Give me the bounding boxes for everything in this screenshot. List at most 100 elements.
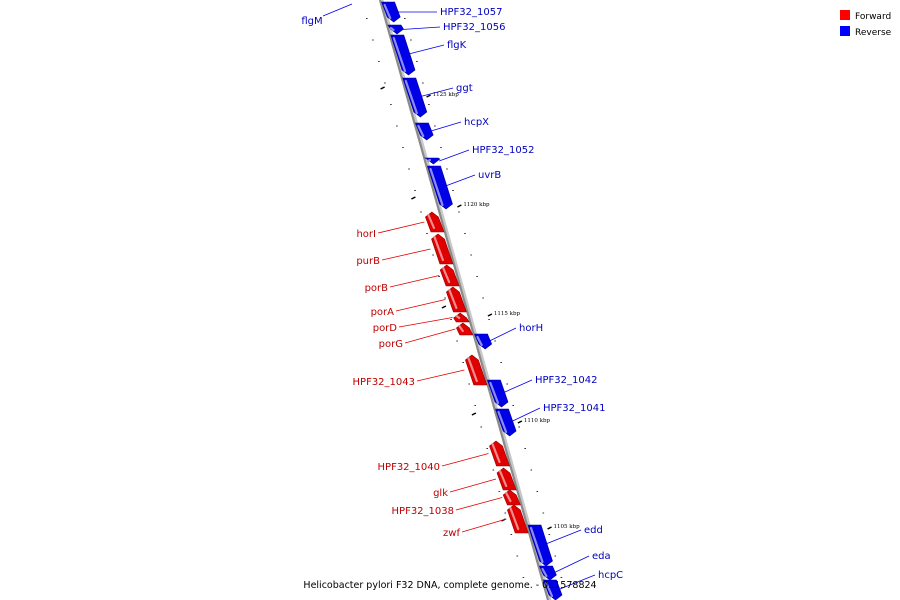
leader-line xyxy=(416,87,454,98)
gene-label-ggt[interactable]: ggt xyxy=(416,83,473,98)
gene-labels: flgM HPF32_1057 HPF32_1056 flgK ggt hcpX HPF32… xyxy=(301,3,623,591)
gene-HPF32_1042[interactable] xyxy=(486,379,509,408)
scale-dot xyxy=(476,276,478,277)
gene-HPF32_1040[interactable] xyxy=(489,440,510,467)
scale-dot xyxy=(500,362,502,363)
scale-dot xyxy=(440,147,442,148)
gene-highlight xyxy=(458,324,464,333)
gene-label-porA[interactable]: porA xyxy=(371,299,446,319)
gene-label-edd[interactable]: edd xyxy=(541,525,603,546)
gene-label-HPF32_1041[interactable]: HPF32_1041 xyxy=(509,403,606,423)
gene-highlight xyxy=(448,288,458,310)
gene-highlight xyxy=(541,567,548,578)
scale-dot xyxy=(404,18,406,19)
gene-label-HPF32_1040[interactable]: HPF32_1040 xyxy=(378,453,489,474)
gene-name: hcpX xyxy=(464,117,489,128)
gene-name: hcpC xyxy=(598,570,623,581)
scale-dot xyxy=(512,405,514,406)
gene-ggt[interactable] xyxy=(402,77,428,118)
scale-dot xyxy=(452,190,454,191)
gene-edd[interactable] xyxy=(527,524,553,567)
gene-label-porG[interactable]: porG xyxy=(379,328,456,350)
gene-highlight xyxy=(433,235,444,262)
gene-label-HPF32_1056[interactable]: HPF32_1056 xyxy=(401,22,505,33)
gene-label-purB[interactable]: purB xyxy=(356,248,431,267)
scale-dot xyxy=(390,104,392,105)
gene-label-hcpC[interactable]: hcpC xyxy=(557,570,623,591)
gene-label-porD[interactable]: porD xyxy=(373,317,453,335)
gene-HPF32_1043[interactable] xyxy=(465,354,488,386)
gene-label-glk[interactable]: glk xyxy=(433,478,497,499)
leader-line xyxy=(441,174,476,188)
gene-label-HPF32_1038[interactable]: HPF32_1038 xyxy=(392,497,503,518)
scale-dot xyxy=(450,319,452,320)
gene-label-flgM[interactable]: flgM xyxy=(301,3,353,27)
gene-label-horI[interactable]: horI xyxy=(356,221,425,240)
scale-dot xyxy=(548,534,551,535)
gene-name: horH xyxy=(519,323,543,334)
leader-line xyxy=(429,121,462,132)
gene-porA[interactable] xyxy=(446,286,467,313)
gene-horI[interactable] xyxy=(425,211,445,233)
gene-highlight xyxy=(383,3,392,20)
gene-name: uvrB xyxy=(478,170,501,181)
legend-reverse-swatch xyxy=(840,26,850,36)
leader-line xyxy=(509,407,541,423)
gene-porD[interactable] xyxy=(453,312,470,323)
gene-purB[interactable] xyxy=(431,233,454,265)
scale-dot xyxy=(420,211,422,213)
gene-horH[interactable] xyxy=(474,333,493,350)
gene-label-HPF32_1052[interactable]: HPF32_1052 xyxy=(439,145,534,162)
leader-line xyxy=(381,248,431,261)
gene-label-eda[interactable]: eda xyxy=(553,551,611,574)
gene-zwf[interactable] xyxy=(507,504,529,534)
gene-eda[interactable] xyxy=(539,565,557,581)
gene-label-HPF32_1043[interactable]: HPF32_1043 xyxy=(353,369,465,388)
gene-HPF32_1038[interactable] xyxy=(502,489,521,506)
gene-hcpX[interactable] xyxy=(414,122,434,141)
gene-hcpC[interactable] xyxy=(542,579,563,600)
scale-dot xyxy=(516,555,519,557)
gene-name: HPF32_1057 xyxy=(440,7,502,18)
gene-highlight xyxy=(505,491,512,503)
gene-highlight xyxy=(529,526,544,564)
scale-dot xyxy=(422,82,424,84)
gene-label-horH[interactable]: horH xyxy=(488,323,544,342)
major-tick-left xyxy=(441,305,447,309)
scale-dot xyxy=(396,125,398,127)
leader-line xyxy=(377,221,425,234)
leader-line xyxy=(404,328,456,344)
scale-dot xyxy=(408,168,410,170)
scale-dot xyxy=(428,104,430,105)
gene-name: porA xyxy=(371,307,395,318)
gene-name: HPF32_1043 xyxy=(353,377,415,388)
tick-label: 1115 kbp xyxy=(494,311,521,317)
gene-flgK[interactable] xyxy=(390,34,416,76)
leader-line xyxy=(404,44,445,56)
gene-porG[interactable] xyxy=(456,322,474,336)
gene-HPF32_1052[interactable] xyxy=(424,157,441,165)
gene-label-HPF32_1042[interactable]: HPF32_1042 xyxy=(501,375,597,394)
scale-dots xyxy=(366,18,563,578)
gene-label-zwf[interactable]: zwf xyxy=(443,518,507,539)
scale-dot xyxy=(384,82,386,84)
gene-label-hcpX[interactable]: hcpX xyxy=(429,117,489,132)
scale-dot xyxy=(378,61,380,62)
gene-HPF32_1056[interactable] xyxy=(387,24,404,35)
gene-label-HPF32_1057[interactable]: HPF32_1057 xyxy=(395,7,503,18)
gene-HPF32_1041[interactable] xyxy=(495,408,517,437)
scale-dot xyxy=(470,254,472,256)
scale-dot xyxy=(456,340,458,342)
gene-label-flgK[interactable]: flgK xyxy=(404,40,467,56)
gene-label-porB[interactable]: porB xyxy=(365,275,440,295)
gene-name: porB xyxy=(365,283,389,294)
gene-uvrB[interactable] xyxy=(427,165,453,210)
gene-porB[interactable] xyxy=(439,264,460,287)
scale-dot xyxy=(492,469,495,471)
scale-dot xyxy=(416,61,418,62)
gene-label-uvrB[interactable]: uvrB xyxy=(441,170,502,188)
gene-glk[interactable] xyxy=(496,467,517,491)
gene-HPF32_1057[interactable] xyxy=(381,1,401,23)
gene-highlight xyxy=(417,124,425,138)
scale-dot xyxy=(474,405,476,406)
